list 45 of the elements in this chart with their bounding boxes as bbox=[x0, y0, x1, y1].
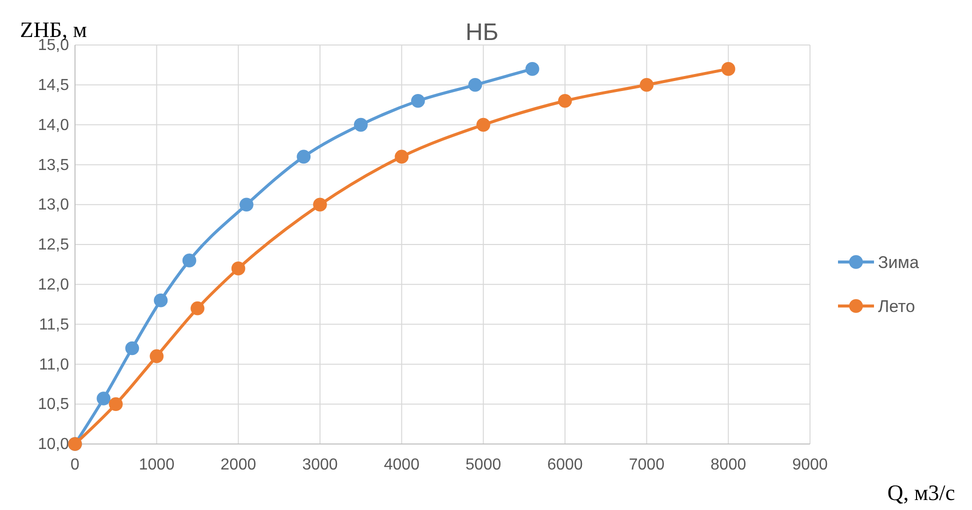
point bbox=[231, 262, 246, 276]
y-tick-label: 15,0 bbox=[38, 37, 70, 54]
point bbox=[154, 293, 168, 308]
legend-label: Лето bbox=[878, 297, 916, 316]
x-tick-label: 4000 bbox=[384, 456, 420, 474]
y-tick-label: 13,5 bbox=[38, 156, 70, 174]
point bbox=[182, 254, 196, 268]
point bbox=[721, 62, 736, 76]
point bbox=[125, 341, 140, 356]
chart-title: НБ bbox=[465, 19, 499, 46]
legend-label: Зима bbox=[878, 253, 920, 272]
y-tick-label: 14,5 bbox=[38, 77, 70, 94]
y-tick-label: 14,0 bbox=[38, 116, 70, 134]
x-tick-label: 1000 bbox=[138, 456, 175, 474]
x-tick-label: 0 bbox=[70, 456, 80, 474]
y-tick-label: 10,5 bbox=[38, 396, 70, 414]
point bbox=[313, 198, 327, 212]
point bbox=[558, 94, 572, 108]
point bbox=[411, 94, 425, 108]
point bbox=[476, 118, 490, 132]
x-tick-label: 3000 bbox=[302, 456, 338, 474]
x-tick-label: 9000 bbox=[792, 456, 828, 474]
x-tick-label: 7000 bbox=[628, 456, 665, 474]
point bbox=[190, 301, 204, 316]
point bbox=[640, 78, 654, 92]
y-tick-label: 10,0 bbox=[38, 436, 70, 454]
x-tick-label: 2000 bbox=[220, 456, 256, 474]
point bbox=[108, 397, 123, 411]
y-tick-label: 11,0 bbox=[39, 356, 70, 374]
point bbox=[525, 62, 540, 76]
point bbox=[296, 150, 311, 164]
point bbox=[150, 349, 164, 364]
y-tick-label: 11,5 bbox=[39, 316, 70, 334]
point bbox=[96, 392, 110, 406]
point bbox=[354, 118, 368, 132]
y-tick-label: 13,0 bbox=[38, 196, 70, 214]
y-tick-label: 12,5 bbox=[38, 236, 70, 254]
x-tick-label: 8000 bbox=[710, 456, 746, 474]
x-tick-label: 5000 bbox=[466, 456, 502, 474]
point bbox=[394, 150, 409, 164]
x-axis-title: Q, м3/с bbox=[887, 480, 956, 505]
y-tick-label: 12,0 bbox=[38, 276, 70, 294]
point bbox=[468, 78, 482, 92]
x-tick-label: 6000 bbox=[547, 456, 583, 474]
point bbox=[240, 198, 254, 212]
